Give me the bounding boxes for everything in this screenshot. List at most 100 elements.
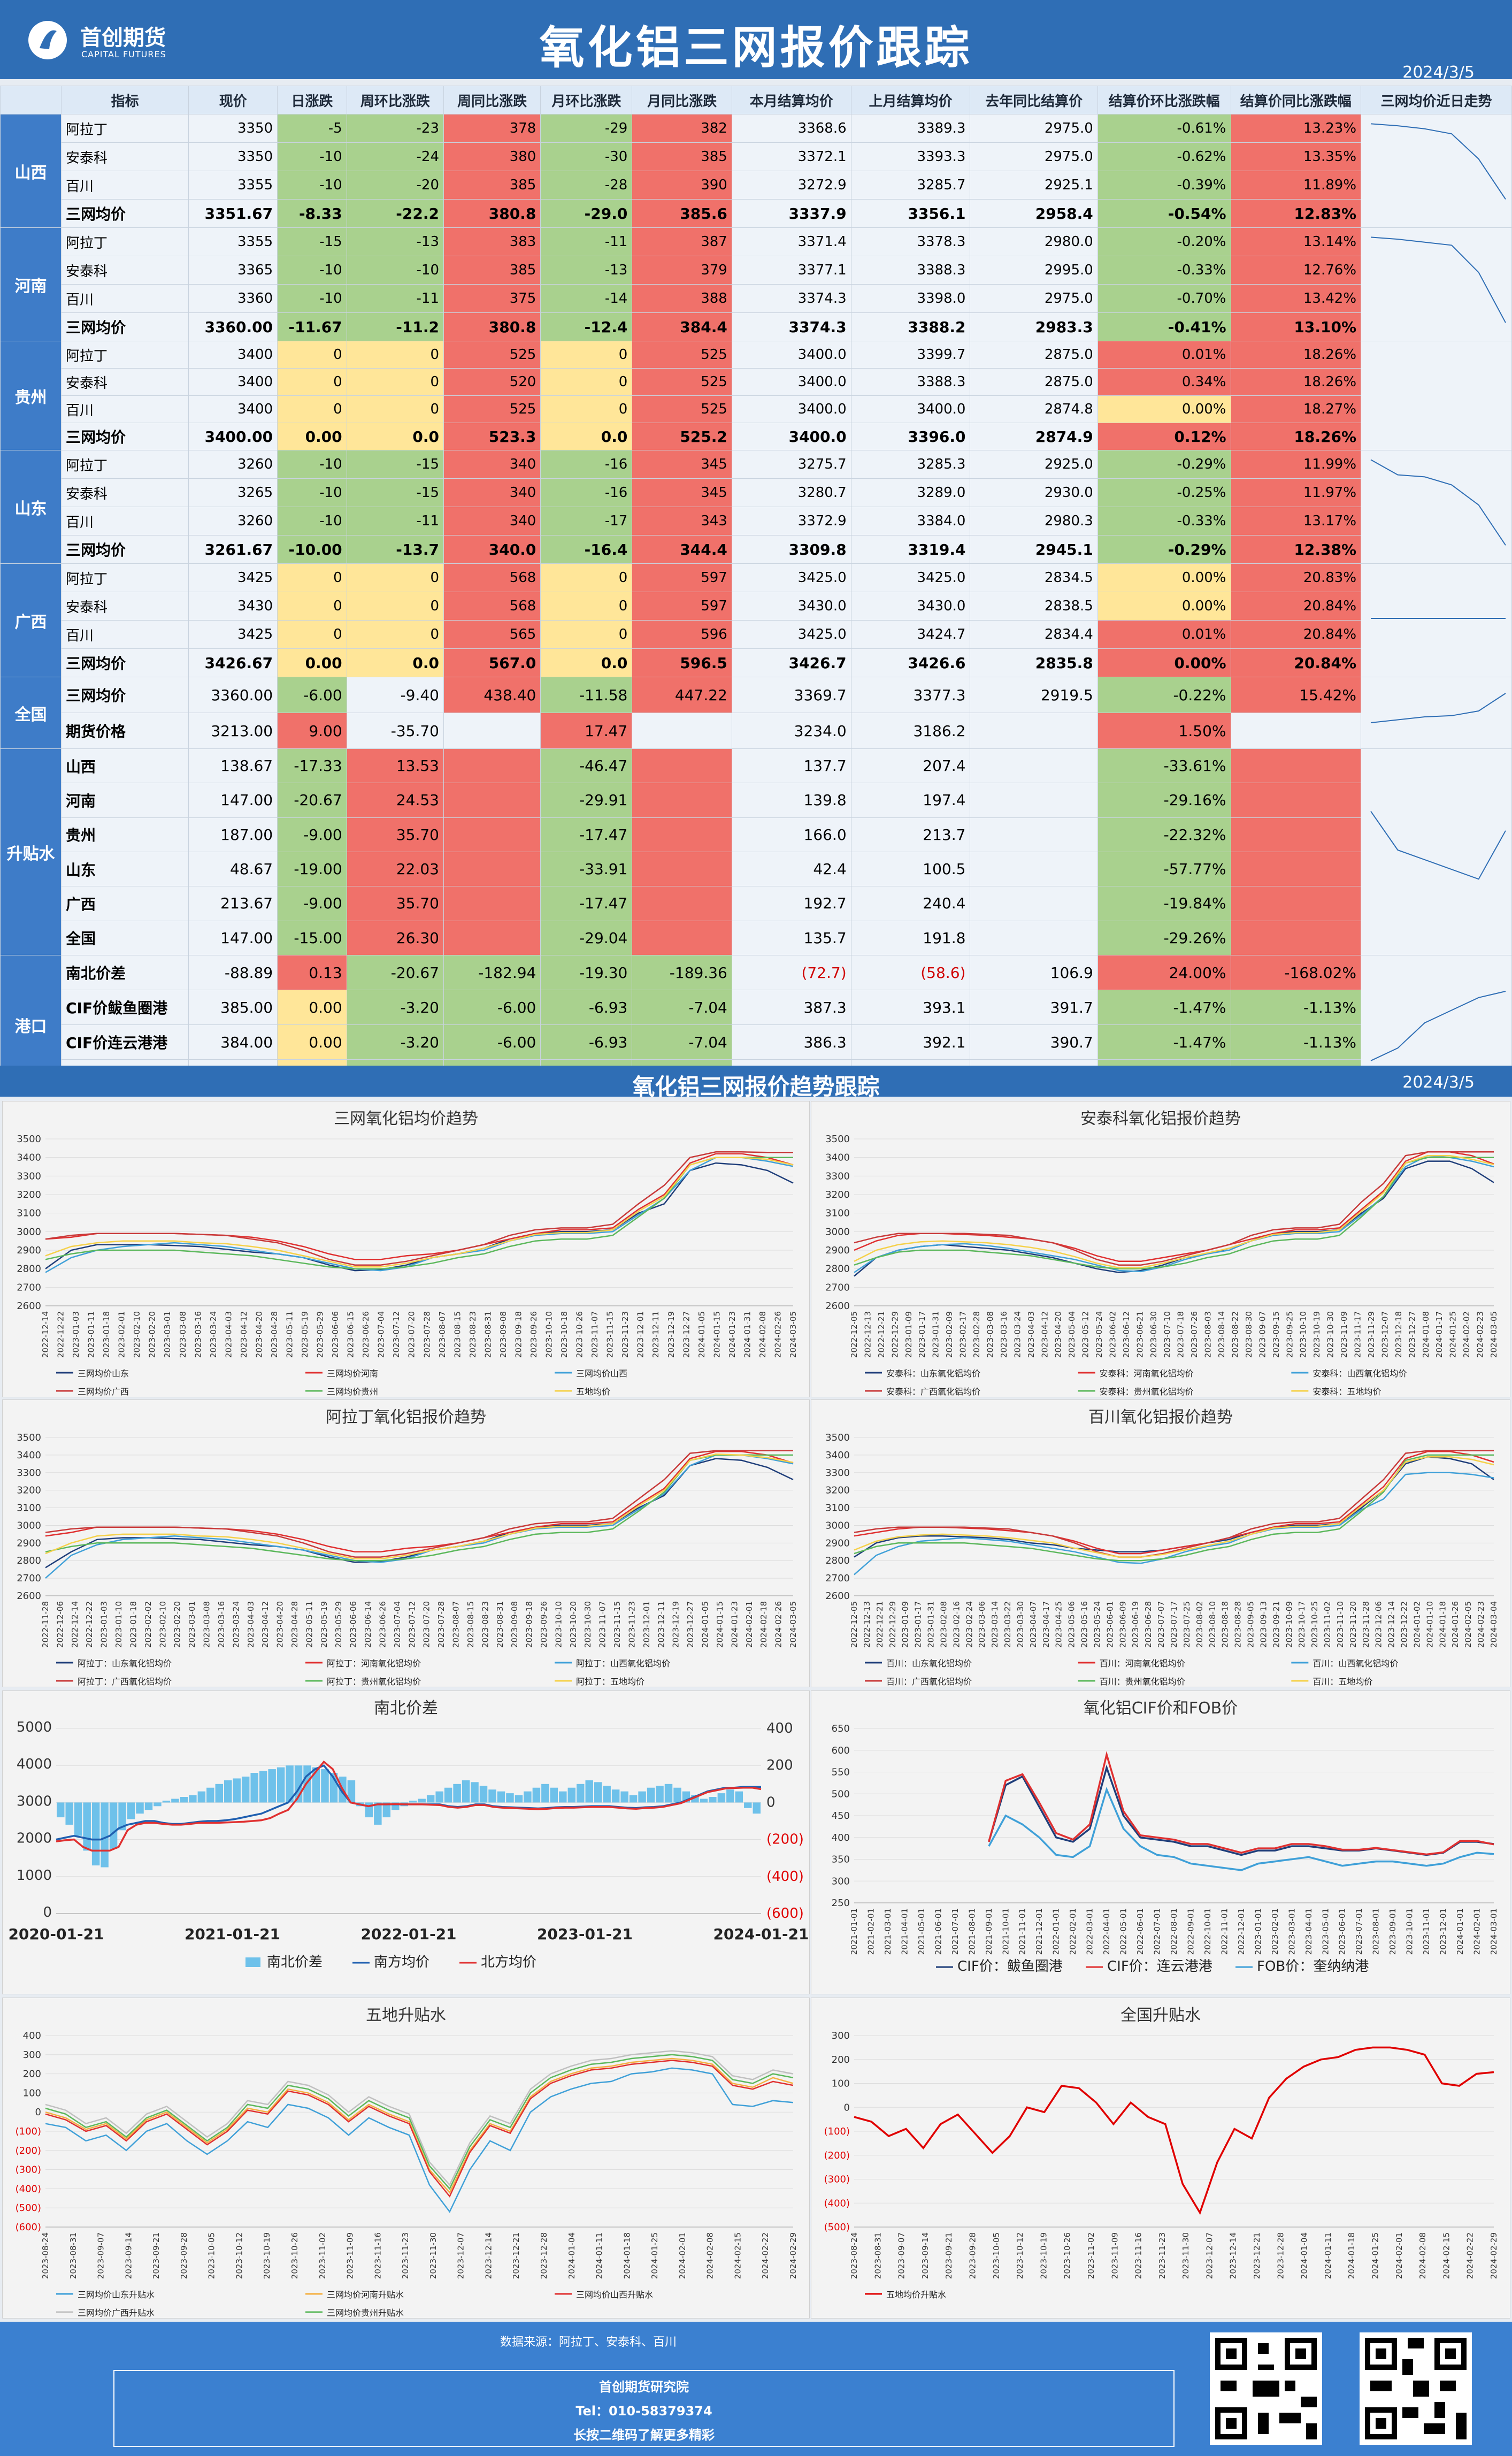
y-tick-label: 3400	[17, 1152, 41, 1164]
table-cell: 15.42%	[1230, 677, 1362, 713]
x-tick-label: 2023-10-05	[992, 2232, 1001, 2279]
table-cell: 0	[346, 563, 444, 592]
series-line	[988, 1764, 1494, 1856]
x-tick-label: 2023-08-07	[438, 1311, 447, 1358]
table-cell: -0.20%	[1097, 227, 1231, 256]
table-cell: 2980.0	[970, 227, 1098, 256]
table-cell: -9.40	[346, 677, 444, 713]
qr-code-icon[interactable]	[1360, 2332, 1472, 2445]
legend-label: 阿拉丁：河南氧化铝均价	[327, 1658, 421, 1669]
table-row: 三网均价 3261.67 -10.00 -13.7 340.0 -16.4 344.4 330…	[1, 535, 1512, 564]
table-cell: 147.00	[188, 783, 278, 818]
y-tick-label: 550	[832, 1767, 850, 1778]
x-tick-label: 2023-10-25	[1310, 1601, 1319, 1648]
table-cell: -11	[540, 227, 633, 256]
table-cell: 392.1	[850, 1024, 971, 1060]
table-cell: 340.0	[443, 535, 541, 564]
x-tick-label: 2023-05-11	[285, 1311, 294, 1358]
x-tick-label: 2021-11-01	[1018, 1908, 1027, 1955]
table-cell: 597	[632, 563, 732, 592]
x-tick-label: 2023-04-03	[224, 1311, 233, 1358]
spread-bar	[515, 1795, 523, 1803]
x-tick-label: 2023-12-01	[1439, 1908, 1448, 1955]
spread-bar	[435, 1791, 443, 1803]
table-cell: 0	[277, 341, 347, 369]
table-cell: 3356.1	[850, 199, 971, 228]
series-line	[45, 1454, 794, 1579]
table-cell: 565	[443, 620, 541, 649]
table-cell: -10	[346, 256, 444, 285]
series-line	[45, 2060, 794, 2198]
table-cell: 2874.9	[970, 423, 1098, 450]
table-cell: -6.93	[540, 1024, 633, 1060]
x-tick-label: 2023-09-07	[897, 2232, 907, 2279]
table-cell: -10.00	[277, 535, 347, 564]
x-tick-label: 2023-10-09	[1284, 1601, 1294, 1648]
legend-label: 三网均价广西升贴水	[78, 2308, 155, 2318]
table-cell	[1230, 817, 1362, 852]
table-cell: 390	[632, 171, 732, 200]
table-cell: 2995.0	[970, 256, 1098, 285]
x-tick-label: 2023-02-10	[158, 1601, 167, 1648]
table-header-row: 指标 现价 日涨跌 周环比涨跌 周同比涨跌 月环比涨跌 月同比涨跌 本月结算均价 上月结算均价去…	[0, 86, 1512, 114]
table-cell: 35.70	[346, 886, 444, 921]
row-label: 阿拉丁	[60, 563, 189, 592]
table-cell: 3234.0	[731, 713, 851, 749]
x-tick-label: 2023-09-08	[510, 1601, 519, 1648]
header-cell: 指标	[60, 86, 189, 114]
table-cell: 2958.4	[970, 199, 1098, 228]
table-row: 百川 3260 -10 -11 340 -17 343 3372.9 3384.0 2980.3-…	[1, 507, 1512, 535]
table-cell: 42.4	[731, 851, 851, 887]
series-line	[45, 1162, 794, 1272]
x-tick-label: 2024-01-31	[742, 1311, 752, 1358]
table-cell: -0.61%	[1097, 114, 1231, 143]
table-cell: 0	[277, 592, 347, 621]
spread-bar	[559, 1791, 567, 1803]
x-tick-label: 2023-06-15	[346, 1311, 356, 1358]
table-cell: -15	[346, 450, 444, 479]
table-row: 百川 3355 -10 -20 385 -28 390 3272.9 3285.7 2925.1-…	[1, 171, 1512, 200]
x-tick-label: 2023-04-17	[1041, 1601, 1051, 1648]
org-name: 首创期货研究院	[599, 2380, 689, 2394]
x-tick-label: 2023-10-12	[234, 2232, 244, 2279]
spread-bar	[594, 1782, 602, 1803]
x-tick-label: 2023-11-01	[1422, 1908, 1431, 1955]
table-cell	[443, 920, 541, 956]
legend-label: 北方均价	[481, 1954, 536, 1970]
table-cell: 0	[346, 620, 444, 649]
table-cell: 3430.0	[850, 592, 971, 621]
x-tick-label: 2024-01-23	[730, 1601, 739, 1648]
spread-bar	[577, 1784, 585, 1803]
x-tick-label: 2023-09-05	[1246, 1601, 1256, 1648]
spread-bar	[65, 1802, 73, 1825]
table-cell: 135.7	[731, 920, 851, 956]
table-cell: -1.47%	[1097, 1024, 1231, 1060]
row-label: 阿拉丁	[60, 227, 189, 256]
y-tick-label: 2900	[17, 1245, 41, 1256]
table-cell: 13.23%	[1230, 114, 1362, 143]
sparkline	[1370, 693, 1506, 723]
x-tick-label: 2024-01-18	[1347, 2232, 1356, 2279]
header-cell: 日涨跌	[277, 86, 347, 114]
x-tick-label: 2023-03-01	[187, 1601, 197, 1648]
x-tick-label: 2023-02-01	[1270, 1908, 1280, 1955]
spread-bar	[250, 1773, 258, 1803]
x-tick-label: 2023-01-11	[87, 1311, 96, 1358]
table-cell: 213.7	[850, 817, 971, 852]
x-tick-label: 2023-09-18	[525, 1601, 534, 1648]
table-cell: 2919.5	[970, 677, 1098, 713]
table-cell: 385	[443, 256, 541, 285]
series-line	[854, 1151, 1494, 1266]
table-row: 期货价格 3213.00 9.00 -35.70 17.47 3234.0 3186.2 1.…	[1, 713, 1512, 749]
x-tick-label: 2022-12-21	[877, 1311, 886, 1358]
table-cell: -6.00	[443, 990, 541, 1025]
table-cell: 0.13	[277, 955, 347, 990]
spread-bar	[735, 1791, 743, 1803]
table-cell: 18.27%	[1230, 395, 1362, 423]
chart-national-premium: 全国升贴水 (500) (400) (300) (200) (100) 0 100 200 300…	[824, 2006, 1499, 2300]
x-tick-label: 2024-02-23	[1476, 1311, 1485, 1358]
table-cell: 520	[443, 368, 541, 396]
spread-bar	[153, 1802, 162, 1807]
qr-code-icon[interactable]	[1210, 2332, 1322, 2445]
x-tick-label: 2022-05-01	[1119, 1908, 1129, 1955]
